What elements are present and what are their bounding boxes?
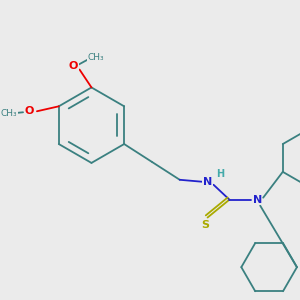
Text: S: S (202, 220, 210, 230)
Text: CH₃: CH₃ (1, 109, 17, 118)
Text: H: H (216, 169, 224, 179)
Text: O: O (24, 106, 34, 116)
Text: O: O (69, 61, 78, 70)
Text: CH₃: CH₃ (87, 53, 104, 62)
Text: N: N (203, 177, 212, 187)
Text: N: N (253, 195, 262, 205)
